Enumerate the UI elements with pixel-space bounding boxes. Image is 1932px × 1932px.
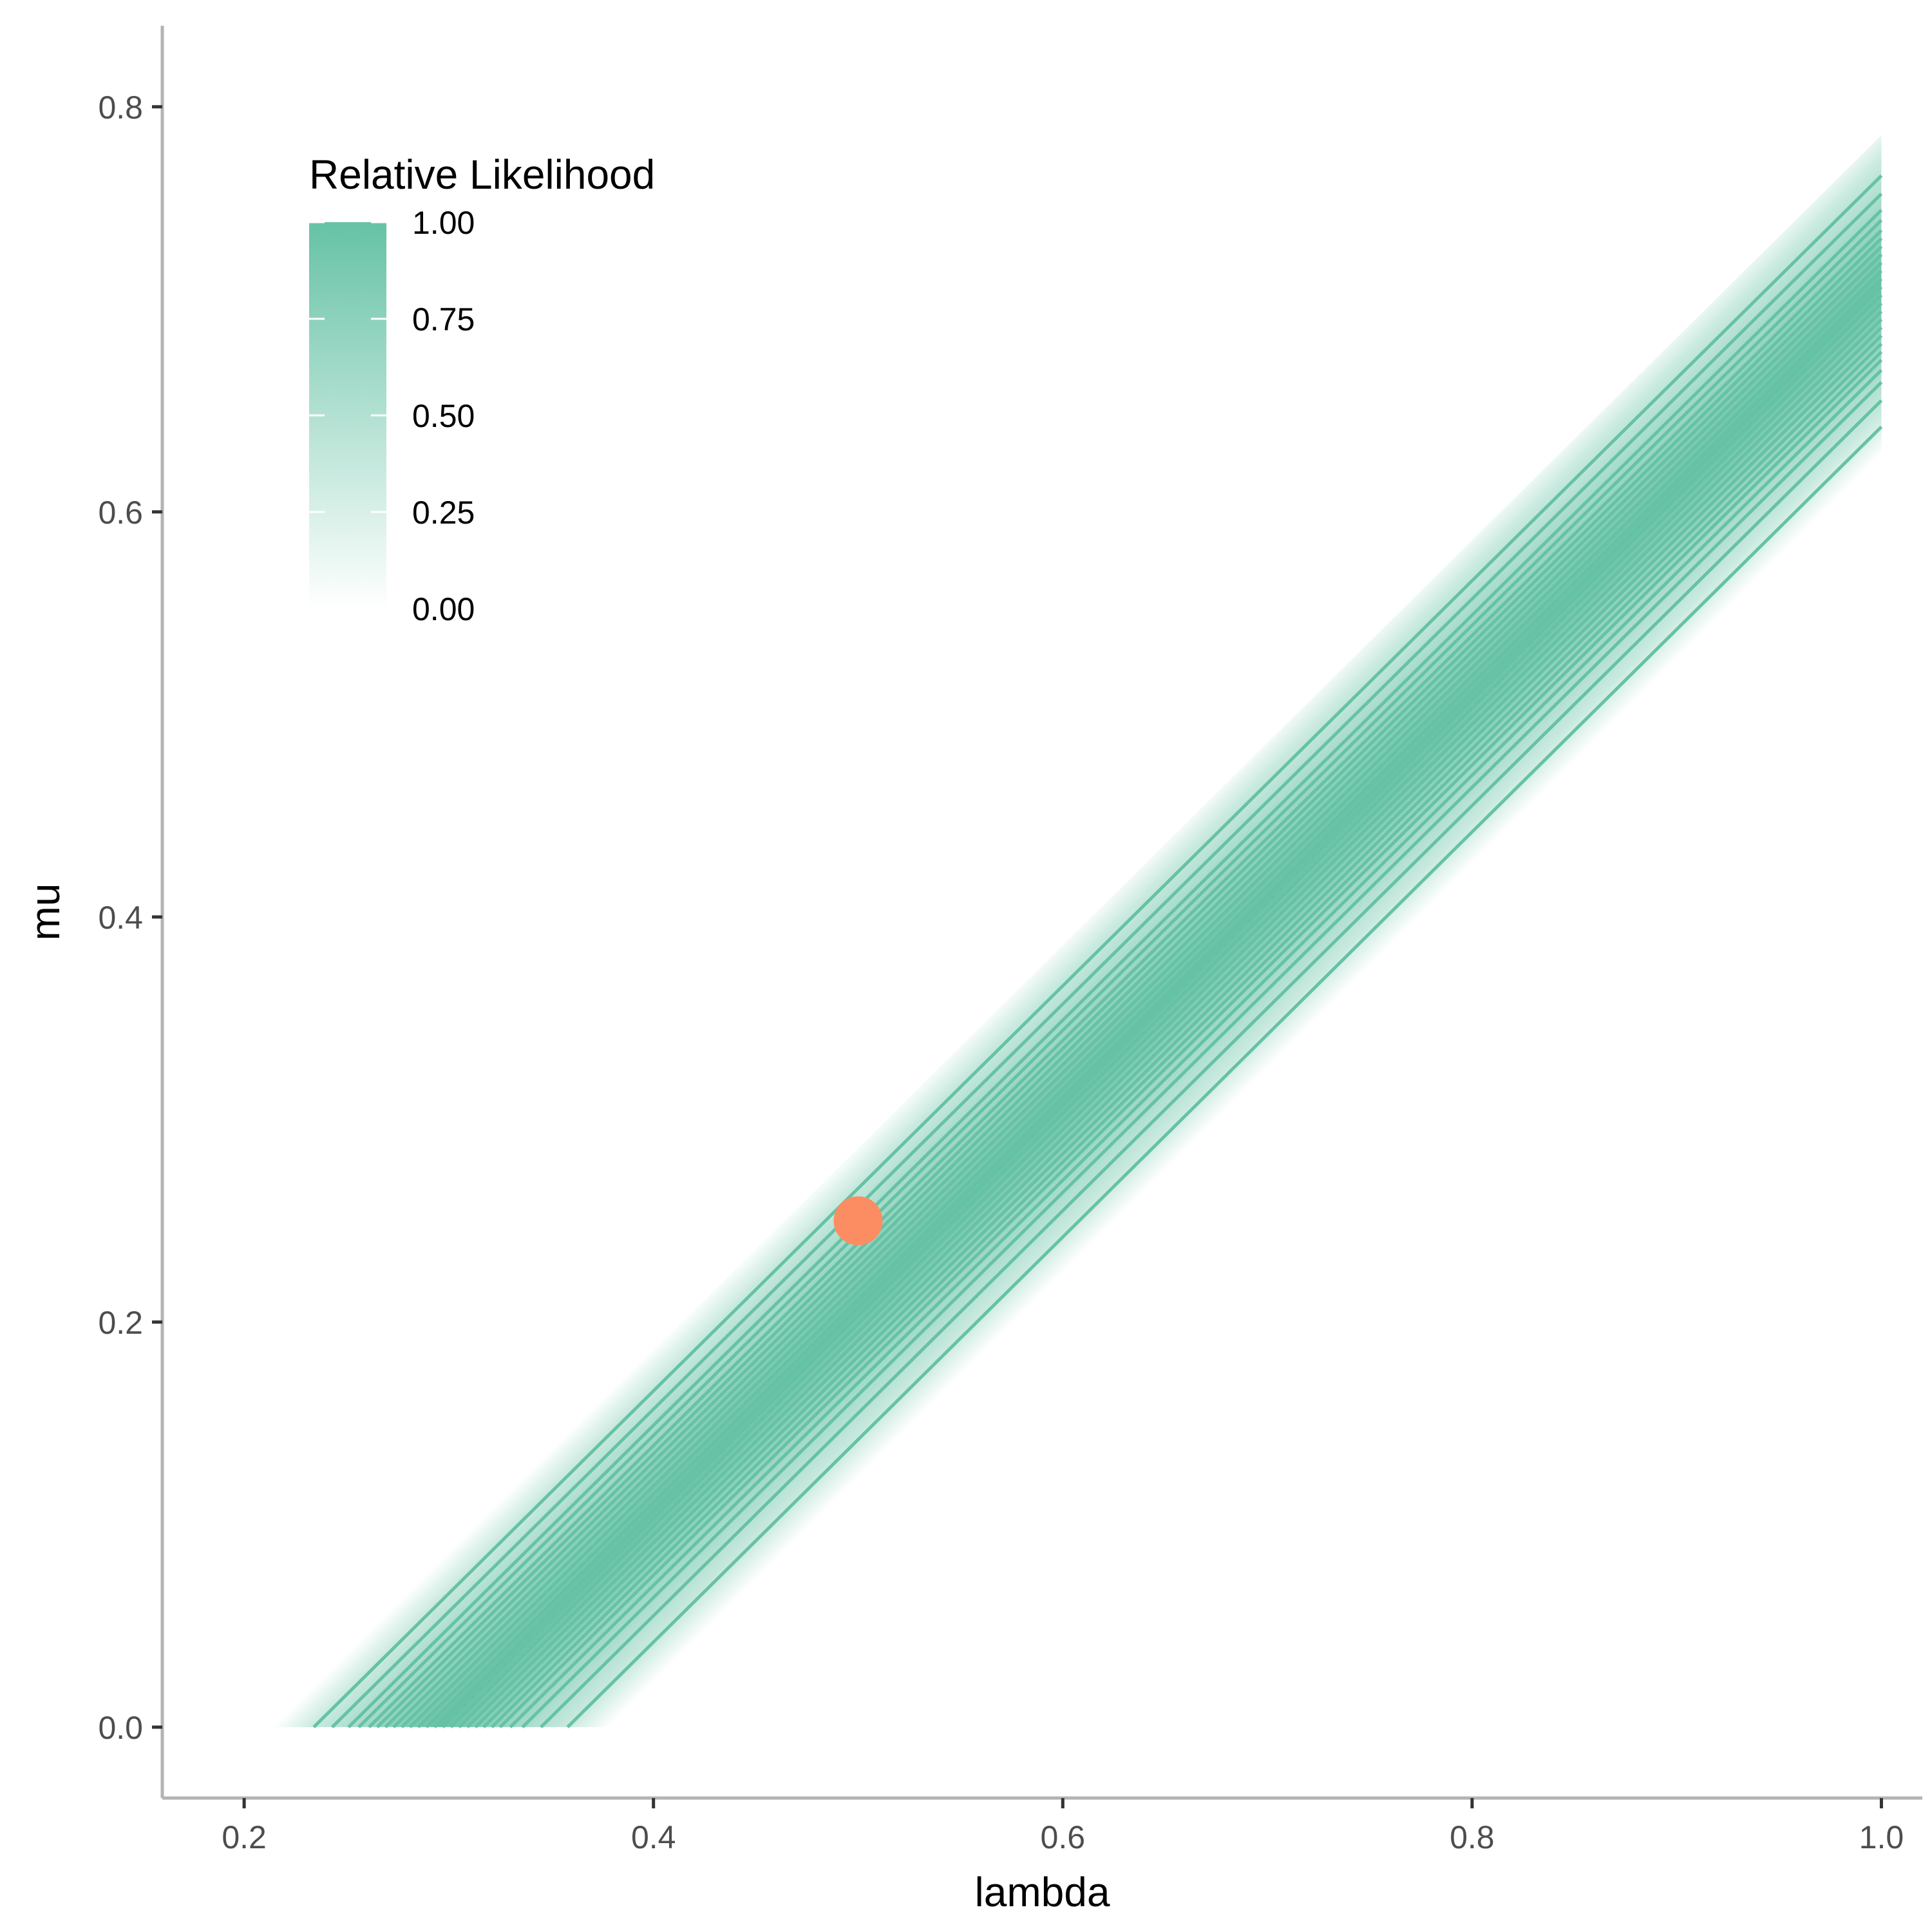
- legend-label: 0.00: [412, 591, 475, 627]
- contour-line: [347, 209, 1883, 1728]
- contour-line: [466, 326, 1883, 1728]
- legend-title: Relative Likelihood: [309, 151, 655, 198]
- contour-line: [490, 350, 1883, 1728]
- points: [833, 1196, 883, 1245]
- contour-line: [375, 237, 1883, 1728]
- contour-line: [458, 318, 1883, 1728]
- x-ticks: 0.2 0.4 0.6 0.8 1.0: [222, 1798, 1904, 1855]
- contour-line: [540, 399, 1883, 1728]
- contour-line: [401, 261, 1883, 1728]
- contour-line: [384, 245, 1883, 1728]
- legend-label: 0.75: [412, 301, 475, 337]
- legend-label: 1.00: [412, 205, 475, 241]
- y-axis-title: mu: [22, 884, 68, 941]
- contour-line: [521, 381, 1883, 1728]
- x-tick-label: 0.6: [1041, 1819, 1086, 1855]
- contour-line: [433, 294, 1883, 1728]
- contour-line: [482, 343, 1883, 1728]
- legend: Relative Likelihood 1.00 0.75 0.50 0.25 0.00: [309, 151, 655, 627]
- y-tick-label: 0.6: [98, 495, 143, 531]
- contour-line: [331, 193, 1883, 1728]
- legend-label: 0.50: [412, 398, 475, 434]
- contour-line: [312, 174, 1883, 1728]
- contour-line: [357, 219, 1883, 1728]
- y-tick-label: 0.4: [98, 900, 143, 936]
- y-ticks: 0.0 0.2 0.4 0.6 0.8: [98, 90, 162, 1746]
- axes: 0.2 0.4 0.6 0.8 1.0 0.0 0.2 0.4 0.6 0.8: [98, 26, 1922, 1855]
- x-tick-label: 0.2: [222, 1819, 267, 1855]
- y-tick-label: 0.8: [98, 90, 143, 126]
- y-tick-label: 0.2: [98, 1305, 143, 1341]
- x-axis-title: lambda: [975, 1869, 1110, 1915]
- legend-label: 0.25: [412, 495, 475, 531]
- estimate-point: [833, 1196, 883, 1245]
- contour-line: [498, 359, 1883, 1728]
- y-tick-label: 0.0: [98, 1710, 143, 1746]
- contour-line: [474, 334, 1883, 1728]
- contour-line: [408, 269, 1883, 1728]
- contour-line: [368, 229, 1883, 1728]
- contour-line: [425, 285, 1883, 1728]
- likelihood-band: [272, 135, 1882, 1727]
- x-tick-label: 0.4: [631, 1819, 676, 1855]
- contour-line: [566, 425, 1883, 1728]
- x-tick-label: 1.0: [1859, 1819, 1904, 1855]
- contour-line: [441, 302, 1883, 1728]
- likelihood-fill: [272, 135, 1882, 1727]
- contour-line: [417, 278, 1883, 1728]
- contour-line: [509, 368, 1883, 1728]
- contour-line: [392, 253, 1883, 1728]
- x-tick-label: 0.8: [1450, 1819, 1495, 1855]
- contour-line: [450, 310, 1883, 1728]
- contour-lines: [312, 174, 1883, 1728]
- legend-ticks: 1.00 0.75 0.50 0.25 0.00: [309, 205, 475, 627]
